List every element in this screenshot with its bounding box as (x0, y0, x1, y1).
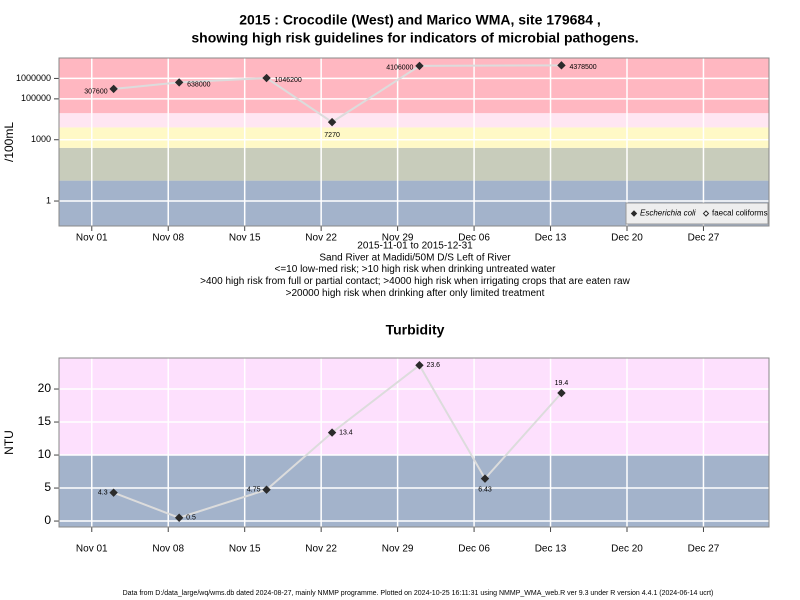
x-tick-label: Nov 15 (229, 233, 261, 244)
plot-frame (58, 357, 770, 528)
data-label: 638000 (187, 81, 210, 88)
y-tick-label: 1000000 (16, 73, 51, 83)
x-tick-label: Nov 15 (229, 544, 261, 555)
data-point (109, 84, 118, 94)
legend-box (625, 202, 769, 225)
x-tick-label: Dec 20 (611, 544, 643, 555)
annotation: >400 high risk from full or partial cont… (200, 276, 630, 287)
x-tick-label: Nov 01 (76, 544, 108, 555)
chart-title: 2015 : Crocodile (West) and Marico WMA, … (239, 12, 601, 28)
x-tick-label: Nov 01 (76, 233, 108, 244)
data-label: 7270 (324, 132, 340, 139)
y-tick-label: 100000 (21, 93, 51, 103)
data-point (415, 61, 424, 71)
y-axis-label: NTU (2, 430, 16, 455)
x-tick-label: Nov 08 (152, 233, 184, 244)
y-tick-label: 1 (46, 195, 51, 205)
annotation: 2015-11-01 to 2015-12-31 (357, 241, 473, 252)
x-tick-label: Nov 08 (152, 544, 184, 555)
legend-label: faecal coliforms (712, 209, 768, 218)
data-point (262, 73, 271, 83)
data-point (557, 61, 566, 70)
data-point (415, 361, 424, 370)
x-tick-label: Dec 27 (688, 233, 720, 244)
y-tick-label: 10 (38, 447, 52, 461)
data-label: 4378500 (569, 64, 596, 71)
risk-band (59, 358, 769, 456)
x-tick-label: Dec 27 (688, 544, 720, 555)
x-tick-label: Dec 06 (458, 544, 490, 555)
x-tick-label: Nov 22 (305, 544, 337, 555)
annotation: >20000 high risk when drinking after onl… (286, 288, 545, 299)
y-tick-label: 1000 (31, 134, 51, 144)
data-label: 4106000 (386, 65, 413, 72)
annotation: Sand River at Madidi/50M D/S Left of Riv… (319, 252, 511, 263)
y-tick-label: 15 (38, 414, 52, 428)
data-label: 1046200 (275, 77, 302, 84)
data-label: 13.4 (339, 429, 353, 436)
data-point (174, 78, 184, 87)
risk-band (59, 127, 769, 148)
data-point (327, 117, 337, 127)
data-point (174, 513, 184, 522)
data-label: 4.3 (98, 490, 108, 497)
plot-frame (58, 57, 770, 227)
legend-marker (702, 210, 710, 217)
data-label: 307600 (84, 89, 107, 96)
x-tick-label: Nov 29 (382, 544, 414, 555)
data-label: 6.43 (478, 486, 492, 493)
data-point (262, 485, 271, 494)
x-tick-label: Dec 13 (535, 233, 567, 244)
risk-band (59, 147, 769, 181)
data-label: 19.4 (555, 380, 569, 387)
series-line (113, 64, 562, 124)
y-tick-label: 0 (44, 513, 51, 527)
y-tick-label: 5 (44, 480, 51, 494)
data-point (480, 474, 490, 483)
y-axis-label: /100mL (2, 122, 16, 162)
data-point (327, 428, 337, 437)
x-tick-label: Nov 22 (305, 233, 337, 244)
x-tick-label: Dec 20 (611, 233, 643, 244)
chart-title: Turbidity (386, 322, 445, 338)
legend-marker (630, 210, 638, 217)
data-point (557, 388, 566, 398)
x-tick-label: Nov 29 (382, 233, 414, 244)
risk-band (59, 58, 769, 114)
risk-band (59, 113, 769, 128)
footer: Data from D:/data_large/wq/wms.db dated … (123, 590, 714, 597)
risk-band (59, 455, 769, 527)
x-tick-label: Dec 06 (458, 233, 490, 244)
y-tick-label: 20 (38, 381, 52, 395)
data-label: 4.75 (247, 487, 261, 494)
data-label: 0.5 (186, 515, 196, 522)
x-tick-label: Dec 13 (535, 544, 567, 555)
chart-subtitle: showing high risk guidelines for indicat… (191, 30, 638, 46)
legend-label: Escherichia coli (640, 209, 696, 218)
data-point (109, 488, 118, 497)
data-label: 23.6 (426, 362, 440, 369)
annotation: <=10 low-med risk; >10 high risk when dr… (275, 264, 557, 275)
